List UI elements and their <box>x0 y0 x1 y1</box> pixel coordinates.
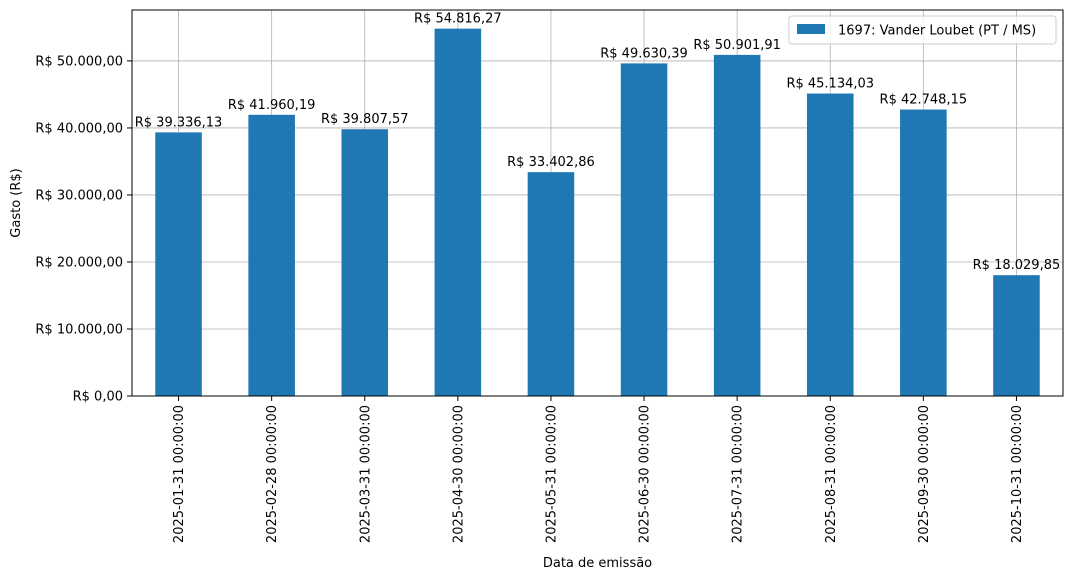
x-tick-label: 2025-05-31 00:00:00 <box>544 405 559 543</box>
bar-value-label: R$ 42.748,15 <box>880 93 968 108</box>
y-tick-label: R$ 30.000,00 <box>35 188 123 203</box>
bar-value-label: R$ 49.630,39 <box>600 46 688 61</box>
bar <box>993 275 1040 396</box>
y-axis: R$ 0,00 R$ 10.000,00 R$ 20.000,00 R$ 30.000… <box>35 54 132 405</box>
bar <box>434 28 482 397</box>
x-tick-label: 2025-02-28 00:00:00 <box>265 405 280 543</box>
y-tick-label: R$ 0,00 <box>73 390 123 405</box>
y-tick-label: R$ 50.000,00 <box>35 54 123 69</box>
bar <box>900 109 947 397</box>
y-tick-label: R$ 20.000,00 <box>35 255 123 270</box>
bar <box>527 172 575 396</box>
data-labels: R$ 39.336,13 R$ 41.960,19 R$ 39.807,57 R$ 5… <box>135 12 1061 274</box>
x-tick-label: 2025-10-31 00:00:00 <box>1010 405 1025 543</box>
legend: 1697: Vander Loubet (PT / MS) <box>788 15 1057 45</box>
x-tick-label: 2025-09-30 00:00:00 <box>917 405 932 543</box>
legend-swatch <box>797 24 825 34</box>
bar-value-label: R$ 39.336,13 <box>135 115 223 130</box>
bar <box>248 114 295 397</box>
y-axis-label: Gasto (R$) <box>9 168 24 237</box>
bar <box>155 132 202 396</box>
bar-value-label: R$ 50.901,91 <box>693 38 781 53</box>
x-tick-label: 2025-06-30 00:00:00 <box>638 405 653 543</box>
bars <box>155 28 1040 397</box>
bar-value-label: R$ 18.029,85 <box>973 258 1061 273</box>
x-tick-label: 2025-03-31 00:00:00 <box>358 405 373 543</box>
legend-label: 1697: Vander Loubet (PT / MS) <box>838 24 1036 39</box>
x-tick-label: 2025-07-31 00:00:00 <box>731 405 746 543</box>
x-axis-label: Data de emissão <box>543 556 652 571</box>
x-tick-label: 2025-01-31 00:00:00 <box>172 405 187 543</box>
bar-value-label: R$ 54.816,27 <box>414 12 502 27</box>
bar <box>620 63 668 396</box>
y-tick-label: R$ 10.000,00 <box>35 322 123 337</box>
x-tick-label: 2025-04-30 00:00:00 <box>451 405 466 543</box>
bar-value-label: R$ 33.402,86 <box>507 155 595 170</box>
y-tick-label: R$ 40.000,00 <box>35 121 123 136</box>
bar <box>713 54 761 396</box>
legend-box <box>788 15 1057 45</box>
bar-value-label: R$ 41.960,19 <box>228 98 316 113</box>
bar <box>806 93 854 397</box>
x-axis: 2025-01-31 00:00:00 2025-02-28 00:00:00 20… <box>172 396 1025 543</box>
bar-value-label: R$ 45.134,03 <box>786 77 874 92</box>
bar-value-label: R$ 39.807,57 <box>321 112 409 127</box>
x-tick-label: 2025-08-31 00:00:00 <box>824 405 839 543</box>
plot-frame <box>131 9 1064 397</box>
bar <box>341 129 389 396</box>
